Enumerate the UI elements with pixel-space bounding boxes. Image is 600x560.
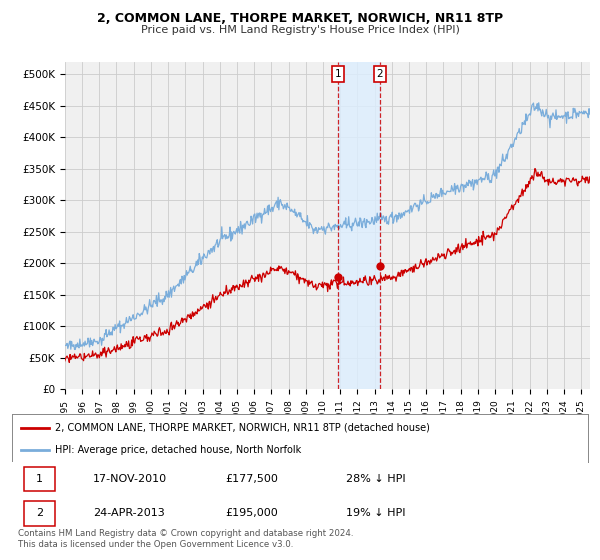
FancyBboxPatch shape [23,501,55,525]
Text: Contains HM Land Registry data © Crown copyright and database right 2024.
This d: Contains HM Land Registry data © Crown c… [18,529,353,549]
Text: 24-APR-2013: 24-APR-2013 [92,508,164,518]
Text: 2, COMMON LANE, THORPE MARKET, NORWICH, NR11 8TP: 2, COMMON LANE, THORPE MARKET, NORWICH, … [97,12,503,25]
Text: 1: 1 [36,474,43,484]
Bar [338,62,380,389]
Text: 1: 1 [335,69,341,79]
Text: 2: 2 [377,69,383,79]
Text: HPI: Average price, detached house, North Norfolk: HPI: Average price, detached house, Nort… [55,445,301,455]
FancyBboxPatch shape [23,466,55,492]
Text: 2: 2 [36,508,43,518]
Text: £195,000: £195,000 [225,508,278,518]
Text: £177,500: £177,500 [225,474,278,484]
Text: 17-NOV-2010: 17-NOV-2010 [92,474,167,484]
Text: Price paid vs. HM Land Registry's House Price Index (HPI): Price paid vs. HM Land Registry's House … [140,25,460,35]
Text: 2, COMMON LANE, THORPE MARKET, NORWICH, NR11 8TP (detached house): 2, COMMON LANE, THORPE MARKET, NORWICH, … [55,423,430,433]
Text: 19% ↓ HPI: 19% ↓ HPI [346,508,406,518]
Text: 28% ↓ HPI: 28% ↓ HPI [346,474,406,484]
